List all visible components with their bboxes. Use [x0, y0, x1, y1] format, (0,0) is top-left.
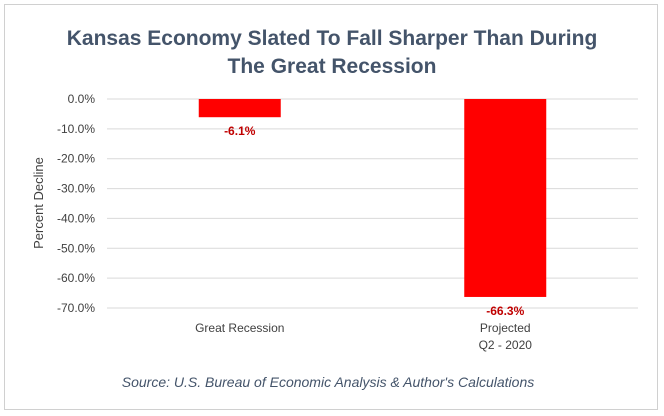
bar-data-label: -6.1%: [224, 124, 256, 138]
x-category-label: Great Recession: [195, 321, 284, 335]
source-note: Source: U.S. Bureau of Economic Analysis…: [122, 374, 535, 390]
grid-lines: [107, 98, 638, 309]
y-tick-label: -70.0%: [57, 301, 95, 315]
y-axis-tick-labels: 0.0% -10.0% -20.0% -30.0% -40.0% -50.0% -60.0%…: [57, 92, 95, 315]
chart-frame: [4, 4, 658, 410]
bar: [464, 99, 547, 297]
y-tick-label: -50.0%: [57, 241, 95, 255]
x-category-label: Q2 - 2020: [479, 338, 533, 352]
y-axis-label: Percent Decline: [31, 157, 46, 249]
y-tick-label: -30.0%: [57, 182, 95, 196]
x-axis-category-labels: Great Recession Projected Q2 - 2020: [195, 321, 532, 352]
y-tick-label: -10.0%: [57, 122, 95, 136]
y-tick-label: -60.0%: [57, 271, 95, 285]
x-category-label: Projected: [480, 321, 531, 335]
data-labels: -6.1% -66.3%: [224, 124, 525, 318]
chart-title-line-1: Kansas Economy Slated To Fall Sharper Th…: [67, 27, 598, 50]
chart-title-line-2: The Great Recession: [228, 55, 437, 78]
bars: [198, 99, 547, 297]
y-tick-label: -40.0%: [57, 211, 95, 225]
bar-data-label: -66.3%: [486, 304, 524, 318]
y-tick-label: 0.0%: [68, 92, 96, 106]
y-tick-label: -20.0%: [57, 152, 95, 166]
bar: [198, 99, 281, 118]
